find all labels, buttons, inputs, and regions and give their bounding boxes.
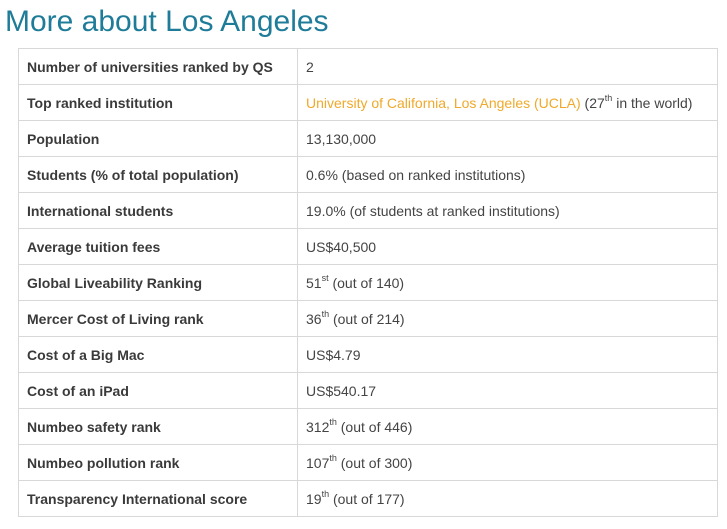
value-text: (out of 177) (329, 490, 405, 507)
row-label: Cost of an iPad (18, 372, 298, 409)
value-text: (out of 214) (329, 310, 405, 327)
value-text: 13,130,000 (306, 130, 377, 147)
row-label: Population (18, 120, 298, 157)
row-label: Global Liveability Ranking (18, 264, 298, 301)
row-value: 312th (out of 446) (297, 408, 718, 445)
table-row: Students (% of total population) 0.6% (b… (18, 156, 718, 193)
row-label: Numbeo pollution rank (18, 444, 298, 481)
table-row: Cost of an iPad US$540.17 (18, 372, 718, 409)
table-row: Number of universities ranked by QS 2 (18, 48, 718, 85)
row-label: Average tuition fees (18, 228, 298, 265)
row-value: US$4.79 (297, 336, 718, 373)
page-title: More about Los Angeles (5, 5, 329, 38)
rank-number: 312 (306, 418, 330, 435)
table-row: Numbeo pollution rank 107th (out of 300) (18, 444, 718, 481)
row-label: Mercer Cost of Living rank (18, 300, 298, 337)
rank-number: 36 (306, 310, 322, 327)
rank-number: 107 (306, 454, 330, 471)
ordinal-suffix: st (321, 272, 329, 283)
ordinal-suffix: th (604, 92, 613, 103)
row-value: 19th (out of 177) (297, 480, 718, 517)
row-value: US$540.17 (297, 372, 718, 409)
value-text: (27 (580, 94, 605, 111)
table-row: Global Liveability Ranking 51st (out of … (18, 264, 718, 301)
table-row: Cost of a Big Mac US$4.79 (18, 336, 718, 373)
row-label: Numbeo safety rank (18, 408, 298, 445)
value-text: 19.0% (of students at ranked institution… (306, 202, 560, 219)
table-row: Transparency International score 19th (o… (18, 480, 718, 517)
ordinal-suffix: th (329, 416, 337, 427)
row-value: US$40,500 (297, 228, 718, 265)
row-label: Students (% of total population) (18, 156, 298, 193)
row-value: University of California, Los Angeles (U… (297, 84, 718, 121)
row-value: 19.0% (of students at ranked institution… (297, 192, 718, 229)
row-label: Top ranked institution (18, 84, 298, 121)
value-text: US$40,500 (306, 238, 377, 255)
ordinal-suffix: th (321, 488, 330, 499)
table-row: Mercer Cost of Living rank 36th (out of … (18, 300, 718, 337)
row-label: Transparency International score (18, 480, 298, 517)
table-row: International students 19.0% (of student… (18, 192, 718, 229)
ordinal-suffix: th (321, 308, 330, 319)
value-text: US$4.79 (306, 346, 361, 363)
table-row: Population 13,130,000 (18, 120, 718, 157)
row-label: Number of universities ranked by QS (18, 48, 298, 85)
table-row: Numbeo safety rank 312th (out of 446) (18, 408, 718, 445)
row-value: 36th (out of 214) (297, 300, 718, 337)
row-value: 51st (out of 140) (297, 264, 718, 301)
city-info-table: Number of universities ranked by QS 2 To… (18, 48, 718, 517)
rank-number: 51 (306, 274, 322, 291)
row-value: 13,130,000 (297, 120, 718, 157)
institution-link[interactable]: University of California, Los Angeles (U… (306, 94, 581, 111)
value-text: (out of 300) (336, 454, 413, 471)
table-row: Average tuition fees US$40,500 (18, 228, 718, 265)
rank-number: 19 (306, 490, 322, 507)
value-text: in the world) (612, 94, 693, 111)
value-text: (out of 140) (328, 274, 405, 291)
row-label: International students (18, 192, 298, 229)
ordinal-suffix: th (329, 452, 337, 463)
value-text: US$540.17 (306, 382, 377, 399)
row-value: 107th (out of 300) (297, 444, 718, 481)
row-value: 2 (297, 48, 718, 85)
row-label: Cost of a Big Mac (18, 336, 298, 373)
value-text: 2 (306, 58, 314, 75)
value-text: 0.6% (based on ranked institutions) (306, 166, 526, 183)
row-value: 0.6% (based on ranked institutions) (297, 156, 718, 193)
table-row: Top ranked institution University of Cal… (18, 84, 718, 121)
value-text: (out of 446) (336, 418, 413, 435)
